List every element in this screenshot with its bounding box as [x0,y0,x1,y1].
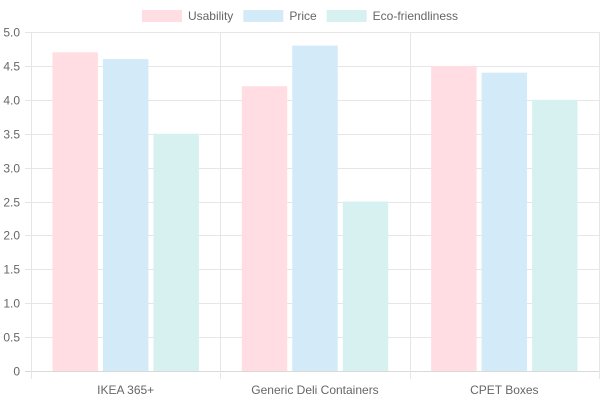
bar [241,86,288,372]
y-tick-label: 3.5 [3,128,20,142]
axes: 0 0.5 1.0 1.5 2.0 2.5 3.0 3.5 4.0 4.5 5.0 IKEA 365+… [3,26,538,398]
y-tick-label: 4.0 [3,94,20,108]
y-tick-label: 4.5 [3,60,20,74]
y-tick-label: 5.0 [3,26,20,40]
bar [292,45,338,372]
bar [52,52,98,372]
bar [342,201,389,371]
legend-label: Usability [188,9,233,23]
y-tick-label: 2.0 [3,229,20,243]
bars [52,45,578,372]
bar [153,133,199,371]
bar [532,99,578,372]
x-tick-label: Generic Deli Containers [251,383,378,397]
y-tick-label: 2.5 [3,196,20,210]
legend-swatch [141,10,182,22]
bar [481,72,528,372]
legend-swatch [243,10,284,22]
x-tick-label: IKEA 365+ [97,383,154,397]
bar [102,59,149,372]
y-tick-label: 3.0 [3,162,20,176]
bar [431,65,477,372]
x-tick-label: CPET Boxes [470,383,538,397]
legend-label: Eco-friendliness [373,9,458,23]
y-tick-label: 1.0 [3,297,20,311]
legend-label: Price [289,9,317,23]
y-tick-label: 0.5 [3,331,20,345]
y-tick-label: 1.5 [3,263,20,277]
legend-swatch [326,10,367,22]
legend: Usability Price Eco-friendliness [141,9,458,23]
y-tick-label: 0 [13,365,20,379]
